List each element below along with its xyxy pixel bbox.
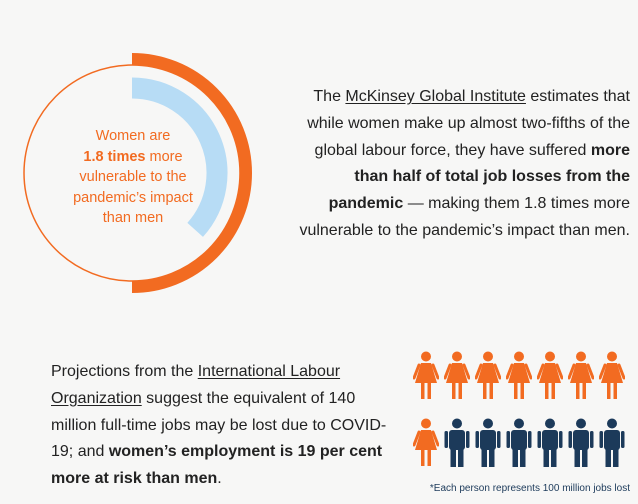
ilo-intro: Projections from the <box>51 363 198 380</box>
woman-figure-icon <box>567 351 595 401</box>
ring-graphic <box>23 53 252 293</box>
man-figure-icon <box>537 418 563 468</box>
mckinsey-intro: The <box>313 88 346 105</box>
mckinsey-link[interactable]: McKinsey Global Institute <box>345 88 526 105</box>
woman-figure-icon <box>412 351 440 401</box>
woman-figure-icon <box>412 418 440 468</box>
ilo-mid: suggest the equivalent of 140 million fu… <box>51 389 387 461</box>
ilo-link[interactable]: International Labour Organization <box>51 363 341 407</box>
ring-caption-line4: pandemic’s impact <box>73 189 193 206</box>
ilo-bold: women’s employment is 19 per cent more a… <box>51 443 383 488</box>
mckinsey-end: — making them 1.8 times more vulnerable … <box>299 195 630 239</box>
pictogram-footnote: *Each person represents 100 million jobs… <box>429 483 630 494</box>
man-figure-icon <box>506 418 532 468</box>
ring-caption-line3: vulnerable to the <box>79 169 187 186</box>
man-figure-icon <box>599 418 625 468</box>
woman-figure-icon <box>505 351 533 401</box>
woman-figure-icon <box>443 351 471 401</box>
ilo-end: . <box>217 470 222 488</box>
woman-figure-icon <box>598 351 626 401</box>
ring-inner-arc <box>131 77 228 237</box>
mckinsey-mid: estimates that while women make up almos… <box>307 88 630 159</box>
ring-caption-bold: 1.8 times <box>83 148 146 165</box>
man-figure-icon <box>444 418 470 468</box>
mckinsey-bold: more than half of total job losses from … <box>328 141 630 213</box>
woman-figure-icon <box>474 351 502 401</box>
ring-outer-arc <box>131 53 252 293</box>
man-figure-icon <box>475 418 501 468</box>
man-figure-icon <box>568 418 594 468</box>
ring-caption-line5: than men <box>102 210 164 227</box>
woman-figure-icon <box>536 351 564 401</box>
ring-caption-line1: Women are <box>95 128 171 144</box>
mckinsey-paragraph: The McKinsey Global Institute estimates … <box>285 84 630 245</box>
ring-caption: Women are 1.8 times more vulnerable to t… <box>58 126 208 229</box>
ilo-paragraph: Projections from the International Labou… <box>51 359 396 493</box>
ring-caption-line2: more <box>145 148 183 165</box>
